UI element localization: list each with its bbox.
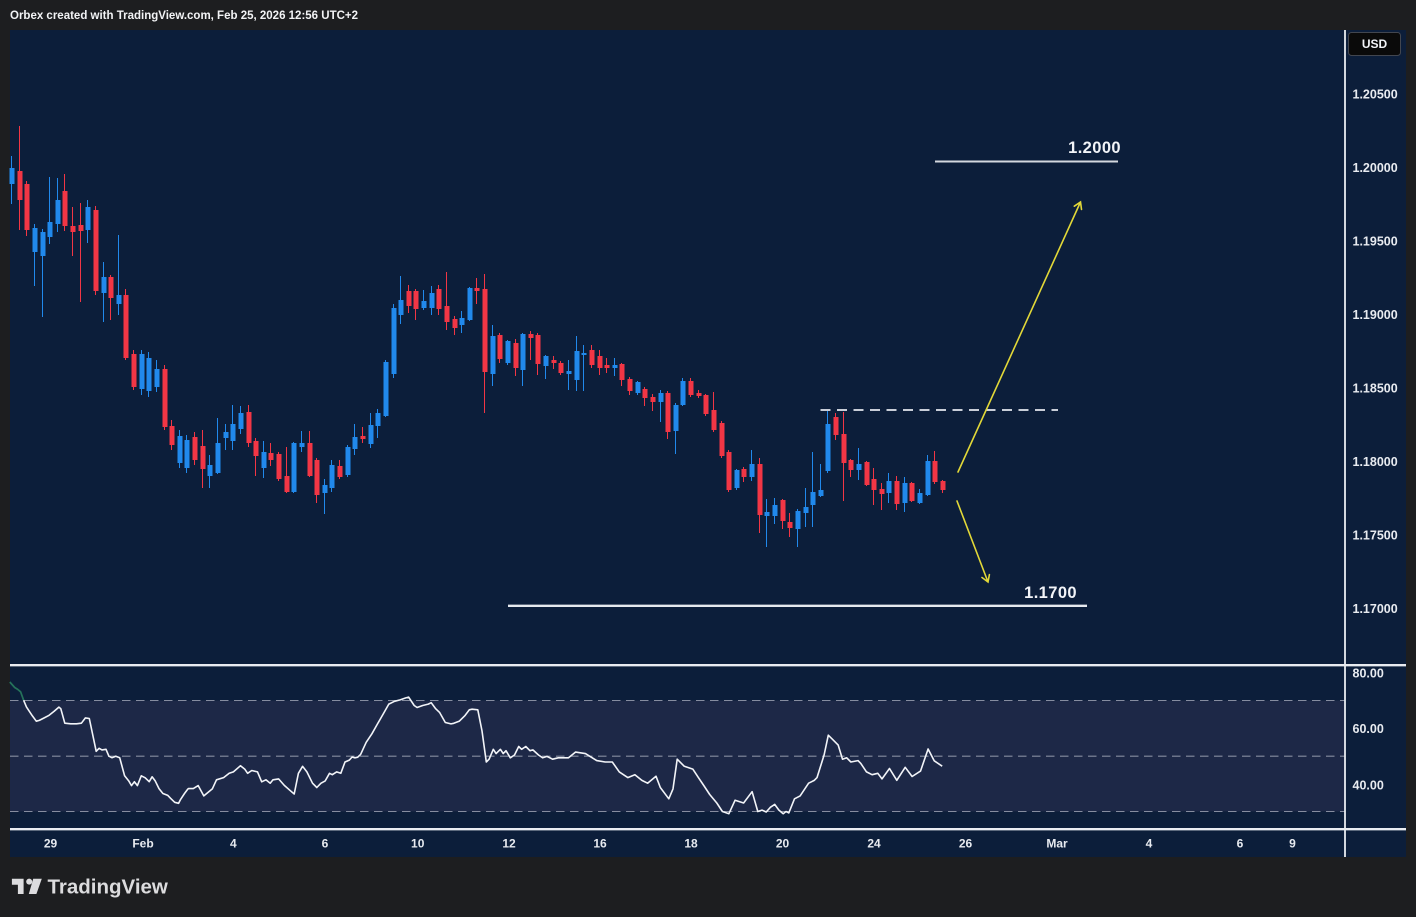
svg-text:60.00: 60.00 bbox=[1353, 722, 1384, 736]
svg-text:1.1700: 1.1700 bbox=[1024, 584, 1077, 602]
svg-text:6: 6 bbox=[322, 837, 329, 851]
svg-text:1.2000: 1.2000 bbox=[1068, 139, 1121, 157]
svg-text:1.20000: 1.20000 bbox=[1353, 161, 1398, 175]
svg-text:6: 6 bbox=[1237, 837, 1244, 851]
svg-text:Orbex created with TradingView: Orbex created with TradingView.com, Feb … bbox=[10, 10, 358, 22]
svg-text:1.19000: 1.19000 bbox=[1353, 308, 1398, 322]
svg-text:1.18000: 1.18000 bbox=[1353, 455, 1398, 469]
svg-text:Feb: Feb bbox=[132, 837, 153, 851]
svg-text:29: 29 bbox=[44, 837, 58, 851]
svg-text:TradingView: TradingView bbox=[48, 876, 168, 899]
svg-text:1.18500: 1.18500 bbox=[1353, 382, 1398, 396]
svg-text:4: 4 bbox=[230, 837, 237, 851]
svg-text:24: 24 bbox=[867, 837, 881, 851]
svg-text:USD: USD bbox=[1362, 37, 1388, 51]
svg-text:20: 20 bbox=[776, 837, 790, 851]
svg-text:Mar: Mar bbox=[1046, 837, 1068, 851]
svg-text:18: 18 bbox=[684, 837, 698, 851]
svg-text:80.00: 80.00 bbox=[1353, 666, 1384, 680]
svg-text:16: 16 bbox=[593, 837, 607, 851]
svg-text:40.00: 40.00 bbox=[1353, 779, 1384, 793]
svg-text:1.17500: 1.17500 bbox=[1353, 529, 1398, 543]
svg-text:1.20500: 1.20500 bbox=[1353, 88, 1398, 102]
svg-text:1.17000: 1.17000 bbox=[1353, 602, 1398, 616]
svg-text:26: 26 bbox=[959, 837, 973, 851]
svg-text:1.19500: 1.19500 bbox=[1353, 235, 1398, 249]
svg-text:12: 12 bbox=[502, 837, 516, 851]
svg-text:9: 9 bbox=[1289, 837, 1296, 851]
svg-text:10: 10 bbox=[411, 837, 425, 851]
svg-text:4: 4 bbox=[1146, 837, 1153, 851]
